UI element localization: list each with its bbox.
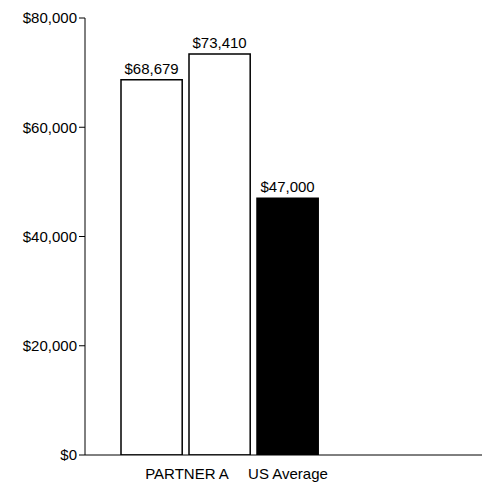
- svg-text:US Average: US Average: [248, 465, 328, 482]
- svg-text:$40,000: $40,000: [23, 228, 77, 245]
- svg-text:PARTNER A: PARTNER A: [145, 465, 229, 482]
- svg-text:$68,679: $68,679: [124, 60, 178, 77]
- svg-text:$73,410: $73,410: [192, 34, 246, 51]
- svg-text:$20,000: $20,000: [23, 337, 77, 354]
- svg-text:$47,000: $47,000: [260, 178, 314, 195]
- svg-text:$0: $0: [60, 446, 77, 463]
- svg-text:$80,000: $80,000: [23, 9, 77, 26]
- svg-text:$60,000: $60,000: [23, 119, 77, 136]
